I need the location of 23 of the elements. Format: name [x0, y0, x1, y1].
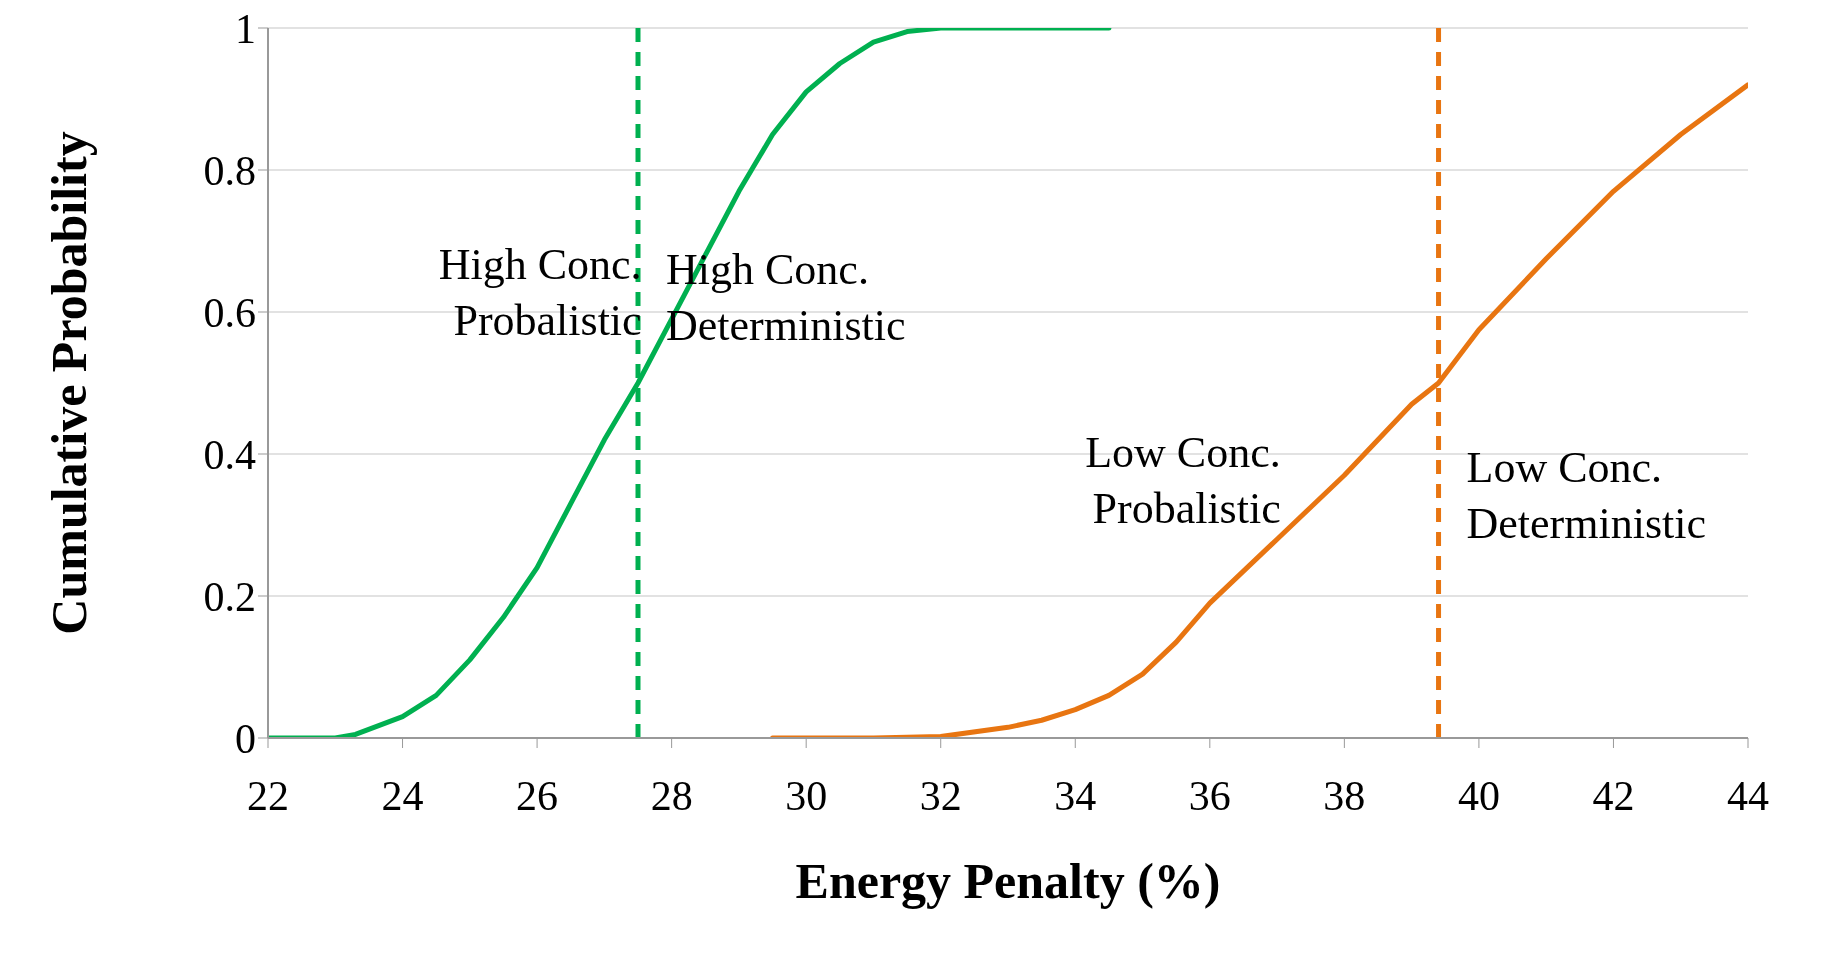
x-axis-title: Energy Penalty (%): [795, 853, 1221, 909]
y-tick-label: 0.4: [203, 431, 256, 478]
x-tick-label: 40: [1457, 772, 1500, 819]
x-tick-label: 26: [516, 772, 559, 819]
x-tick-label: 24: [381, 772, 424, 819]
x-tick-label: 28: [650, 772, 693, 819]
y-tick-label: 0.2: [203, 573, 256, 620]
x-tick-label: 34: [1054, 772, 1097, 819]
y-tick-label: 0.6: [203, 289, 256, 336]
x-tick-label: 22: [247, 772, 289, 819]
series-label: High Conc. Probalistic: [438, 240, 642, 346]
x-tick-label: 38: [1323, 772, 1366, 819]
y-axis-title: Cumulative Probability: [40, 131, 97, 635]
x-tick-label: 42: [1592, 772, 1635, 819]
x-tick-label: 36: [1188, 772, 1231, 819]
y-tick-label: 0.8: [203, 147, 256, 194]
x-tick-label: 30: [785, 772, 828, 819]
series-label: Low Conc. Probalistic: [1085, 428, 1281, 534]
y-tick-label: 1: [235, 5, 256, 52]
x-tick-label: 32: [919, 772, 962, 819]
ref-line-label: Low Conc. Deterministic: [1466, 443, 1707, 549]
x-tick-label: 44: [1727, 772, 1769, 819]
y-tick-label: 0: [235, 715, 256, 762]
